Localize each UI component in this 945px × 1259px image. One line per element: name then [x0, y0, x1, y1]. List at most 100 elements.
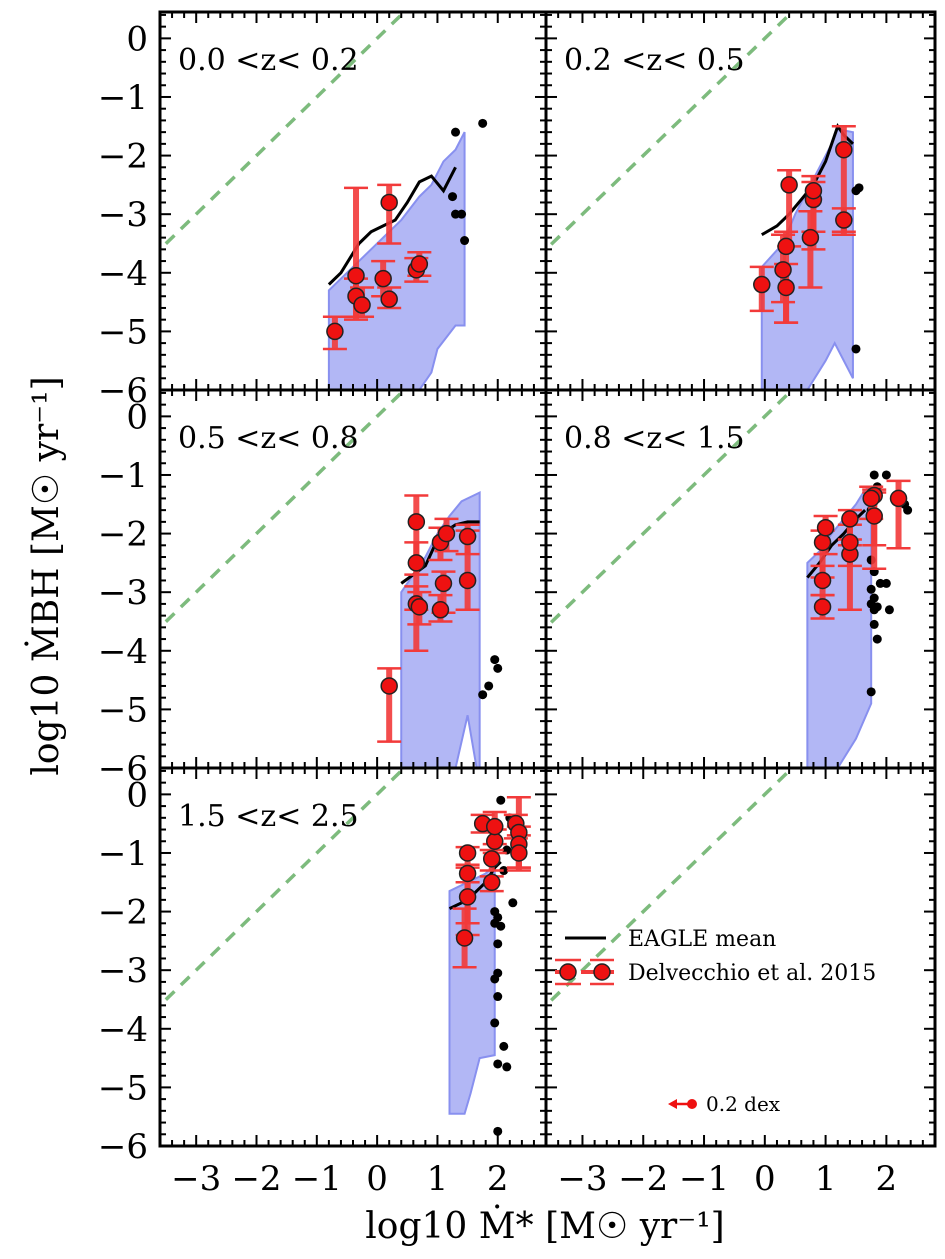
y-tick-label: −2: [98, 137, 148, 177]
data-point: [482, 873, 501, 892]
data-point: [458, 571, 477, 590]
data-point: [347, 266, 365, 285]
y-tick-label: −6: [98, 371, 148, 411]
series-line: [448, 860, 502, 911]
y-tick-label: 0: [126, 775, 148, 815]
plot-area: [546, 12, 864, 390]
y-tick-label: −6: [98, 749, 148, 789]
data-point: [804, 181, 823, 200]
data-point: [485, 817, 504, 836]
x-tick-label: 1: [815, 1159, 837, 1199]
data-point: [862, 489, 880, 508]
scatter-dot: [496, 795, 506, 805]
legend-mean-label: EAGLE mean: [628, 927, 776, 952]
y-tick-label: −4: [98, 254, 148, 294]
y-tick-label: −2: [98, 893, 148, 933]
y-tick-label: −1: [98, 78, 148, 118]
panel-title: 1.5 <z< 2.5: [178, 799, 359, 834]
y-tick-label: −4: [98, 1010, 148, 1050]
panel-title: 0.8 <z< 1.5: [564, 421, 745, 456]
scatter-dot: [872, 634, 882, 644]
x-tick-label: −1: [292, 1159, 342, 1199]
legend: EAGLE mean Delvecchio et al. 2015: [555, 927, 876, 986]
scatter-dot: [457, 209, 467, 219]
x-tick-label: −3: [171, 1159, 221, 1199]
data-point: [835, 211, 853, 229]
legend-obs-label: Delvecchio et al. 2015: [628, 961, 876, 986]
scatter-dot: [502, 1062, 512, 1072]
data-point: [753, 275, 771, 294]
data-point: [455, 929, 474, 947]
series-line: [327, 166, 457, 286]
data-point: [813, 571, 832, 590]
data-point: [458, 844, 477, 862]
scatter-dot: [490, 974, 500, 984]
scatter-band: [760, 128, 854, 390]
scatter-dot: [869, 605, 879, 615]
y-tick-label: −6: [98, 1127, 148, 1167]
x-tick-label: −1: [679, 1159, 729, 1199]
panel-2: 0.2 <z< 0.5: [544, 10, 937, 392]
panel-title: 0.5 <z< 0.8: [178, 421, 359, 456]
legend-obs-marker: [559, 963, 577, 981]
panels: 0.0 <z< 0.2 0 −1 −2 −3 −4 −5 −6 0.2 <z< 0.5 0.5 <…: [98, 10, 937, 1199]
y-tick-label: −2: [98, 515, 148, 555]
data-point: [813, 598, 832, 616]
plot-area: [160, 768, 531, 1136]
scatter-dot: [499, 866, 509, 876]
scatter-dot: [490, 1018, 500, 1028]
data-point: [410, 598, 429, 616]
y-tick-label: −4: [98, 632, 148, 672]
scatter-dot: [490, 655, 500, 665]
legend-obs-marker: [593, 963, 611, 981]
y-tick-label: −5: [98, 690, 148, 730]
scatter-dot: [460, 236, 470, 246]
data-point: [780, 176, 798, 194]
data-point: [380, 290, 398, 308]
data-point: [841, 533, 859, 552]
scatter-dot: [451, 127, 461, 137]
data-point: [374, 269, 392, 288]
y-tick-label: −1: [98, 456, 148, 496]
data-point: [774, 261, 792, 279]
scatter-dot: [493, 939, 503, 949]
panel-6: −3 −2 −1 0 1 2: [544, 766, 937, 1199]
x-tick-label: 2: [876, 1159, 898, 1199]
scale-label: 0.2 dex: [706, 1092, 781, 1116]
y-tick-label: −3: [98, 573, 148, 613]
panel-title: 0.0 <z< 0.2: [178, 43, 359, 78]
scatter-dot: [508, 898, 518, 908]
data-point: [434, 574, 453, 593]
scatter-dot: [869, 470, 879, 480]
scatter-dot: [851, 344, 861, 354]
data-point: [777, 278, 795, 297]
one-to-one-line: [546, 390, 794, 630]
plot-area: [160, 390, 503, 768]
scale-indicator: 0.2 dex: [668, 1092, 781, 1116]
plot-area: [546, 390, 913, 768]
data-point: [410, 255, 429, 273]
data-point: [431, 601, 450, 619]
x-tick-label: −2: [618, 1159, 668, 1199]
data-point: [485, 832, 504, 851]
y-axis-title: log10 ṀBH [M☉ yr⁻¹]: [25, 376, 67, 775]
y-tick-label: −1: [98, 834, 148, 874]
plot-area: [160, 12, 488, 390]
scale-dot: [687, 1099, 697, 1109]
x-tick-label: 1: [427, 1159, 449, 1199]
data-point: [380, 193, 398, 212]
panel-1: 0.0 <z< 0.2 0 −1 −2 −3 −4 −5 −6: [98, 10, 548, 411]
data-point: [482, 850, 501, 868]
one-to-one-line: [546, 12, 794, 252]
data-point: [813, 533, 832, 552]
scatter-dot: [484, 681, 494, 691]
scale-arrow-head: [668, 1099, 677, 1109]
data-point: [326, 322, 344, 341]
data-point: [889, 489, 908, 508]
scatter-dot: [493, 663, 503, 673]
scatter-dot: [499, 1041, 509, 1051]
y-tick-label: 0: [126, 397, 148, 437]
scatter-dot: [866, 687, 876, 697]
data-point: [835, 140, 853, 159]
